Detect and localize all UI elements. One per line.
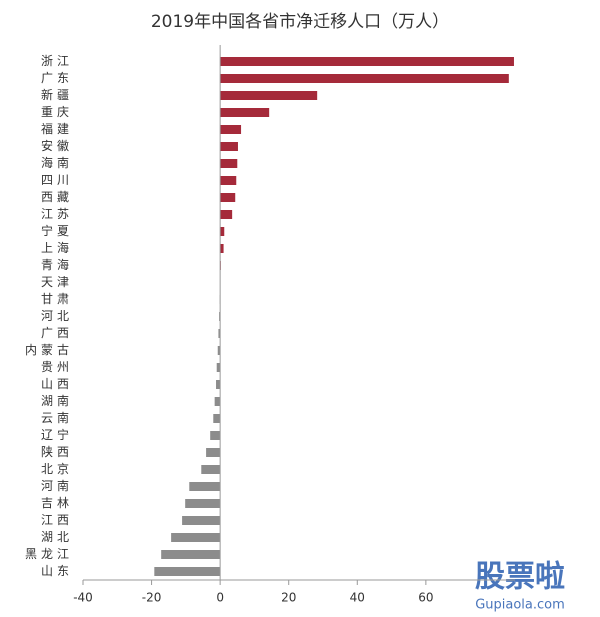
watermark-brand: 股票啦 bbox=[475, 560, 565, 595]
y-tick-label: 宁夏 bbox=[41, 223, 73, 238]
bar bbox=[213, 414, 221, 423]
x-tick-label: 20 bbox=[281, 591, 296, 605]
y-tick-label: 重庆 bbox=[41, 105, 73, 119]
y-tick-label: 四川 bbox=[41, 173, 73, 187]
y-tick-label: 云南 bbox=[41, 410, 73, 425]
bar bbox=[220, 227, 225, 236]
bar bbox=[216, 380, 221, 389]
x-tick-label: 60 bbox=[418, 591, 433, 605]
y-tick-label: 广西 bbox=[41, 326, 73, 340]
bar bbox=[220, 210, 233, 219]
bar bbox=[161, 550, 221, 559]
chart-title: 2019年中国各省市净迁移人口（万人） bbox=[151, 12, 449, 32]
y-tick-label: 河南 bbox=[41, 478, 73, 493]
x-tick-label: 40 bbox=[350, 591, 365, 605]
bar bbox=[218, 329, 221, 338]
y-tick-label: 黑龙江 bbox=[25, 547, 73, 561]
y-tick-label: 陕西 bbox=[41, 444, 73, 459]
y-tick-label: 湖南 bbox=[41, 393, 73, 408]
bar bbox=[220, 159, 238, 168]
x-tick-label: 0 bbox=[216, 591, 224, 605]
y-tick-label: 福建 bbox=[41, 121, 73, 136]
bar bbox=[220, 74, 509, 83]
bar bbox=[220, 108, 270, 117]
y-tick-label: 广东 bbox=[41, 71, 73, 85]
bar bbox=[185, 499, 221, 508]
y-tick-label: 浙江 bbox=[41, 54, 73, 68]
y-tick-label: 山东 bbox=[41, 564, 73, 578]
bar bbox=[171, 533, 221, 542]
bar bbox=[220, 125, 242, 134]
x-tick-label: -20 bbox=[142, 591, 162, 605]
y-tick-label: 吉林 bbox=[41, 496, 73, 510]
bar bbox=[220, 91, 318, 100]
bar bbox=[219, 312, 221, 321]
bar bbox=[201, 465, 221, 474]
bar bbox=[217, 346, 221, 355]
bar bbox=[154, 567, 221, 576]
bar bbox=[206, 448, 221, 457]
bar bbox=[220, 244, 224, 253]
bar bbox=[220, 142, 238, 151]
bar bbox=[220, 57, 514, 66]
bar bbox=[220, 193, 236, 202]
bar bbox=[216, 363, 221, 372]
y-tick-label: 内蒙古 bbox=[25, 342, 73, 357]
y-tick-label: 辽宁 bbox=[41, 427, 73, 442]
bar bbox=[189, 482, 221, 491]
bar bbox=[182, 516, 221, 525]
y-tick-label: 江西 bbox=[41, 513, 73, 527]
y-tick-label: 安徽 bbox=[41, 138, 73, 153]
y-tick-label: 贵州 bbox=[41, 360, 73, 374]
y-tick-label: 甘肃 bbox=[41, 292, 73, 306]
y-tick-label: 北京 bbox=[41, 462, 73, 476]
watermark-site: Gupiaola.com bbox=[475, 598, 565, 613]
y-tick-label: 西藏 bbox=[41, 190, 73, 204]
y-tick-label: 山西 bbox=[41, 377, 73, 391]
y-tick-label: 天津 bbox=[41, 275, 73, 289]
y-tick-label: 新疆 bbox=[41, 87, 73, 102]
bar bbox=[210, 431, 221, 440]
y-tick-label: 河北 bbox=[41, 309, 73, 323]
y-tick-label: 湖北 bbox=[41, 529, 73, 544]
x-tick-label: -40 bbox=[73, 591, 93, 605]
y-tick-label: 海南 bbox=[41, 155, 73, 170]
bar bbox=[220, 176, 237, 185]
y-tick-label: 青海 bbox=[41, 257, 73, 272]
y-tick-label: 上海 bbox=[41, 240, 73, 255]
bar bbox=[214, 397, 221, 406]
y-tick-label: 江苏 bbox=[41, 207, 73, 221]
